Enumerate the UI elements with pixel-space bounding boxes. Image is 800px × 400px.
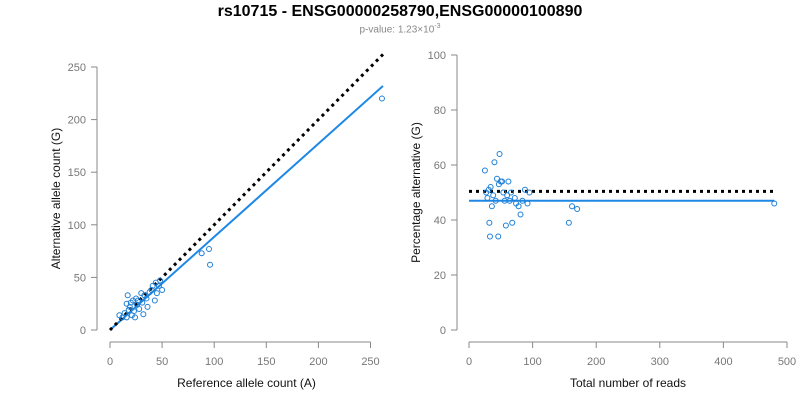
data-point — [524, 200, 531, 207]
data-point — [515, 203, 522, 210]
data-point — [159, 287, 166, 294]
x-tick-label: 250 — [361, 356, 379, 368]
x-tick-label: 150 — [257, 356, 275, 368]
p-value-exponent: -3 — [434, 23, 441, 30]
data-point — [511, 195, 518, 201]
data-point — [574, 206, 581, 212]
data-point — [771, 200, 778, 207]
x-tick-label: 500 — [778, 356, 796, 368]
y-axis-title: Alternative allele count (G) — [49, 128, 63, 269]
data-point — [481, 167, 488, 174]
data-point — [130, 308, 137, 315]
data-point — [490, 192, 497, 199]
data-point — [505, 178, 512, 185]
data-point — [149, 282, 156, 289]
right-panel-percentage: 0 100 200 300 400 500 0 20 40 60 80 100 Total number… — [409, 50, 796, 390]
y-axis-title: Percentage alternative (G) — [409, 122, 423, 263]
data-point — [565, 219, 572, 226]
data-point — [126, 303, 133, 310]
x-tick-label: 0 — [107, 356, 113, 368]
y-tick-label: 80 — [434, 105, 446, 117]
data-point — [487, 184, 494, 190]
data-point — [499, 178, 506, 185]
p-value-text: p-value: 1.23×10 — [359, 24, 435, 36]
x-tick-label: 200 — [309, 356, 327, 368]
data-point — [507, 189, 514, 196]
x-axis-title: Total number of reads — [570, 376, 686, 390]
data-point — [502, 222, 509, 229]
y-tick-label: 250 — [68, 62, 86, 74]
expected-ratio-line — [108, 53, 385, 332]
data-point — [509, 219, 516, 226]
data-point — [495, 233, 502, 240]
p-value-subtitle: p-value: 1.23×10-3 — [0, 23, 800, 35]
data-point — [488, 203, 495, 210]
data-point — [504, 192, 511, 199]
data-point — [124, 292, 131, 299]
y-tick-label: 40 — [434, 215, 446, 227]
y-tick-label: 150 — [68, 167, 86, 179]
y-tick-label: 50 — [74, 272, 86, 284]
data-point — [526, 189, 533, 196]
x-tick-label: 0 — [466, 356, 472, 368]
y-tick-label: 100 — [428, 50, 446, 62]
data-point — [140, 311, 147, 318]
data-point — [132, 314, 139, 321]
x-tick-label: 400 — [714, 356, 732, 368]
x-tick-label: 200 — [587, 356, 605, 368]
data-point — [157, 277, 164, 284]
data-point — [123, 300, 130, 307]
chart-title: rs10715 - ENSG00000258790,ENSG0000010089… — [217, 3, 583, 20]
y-tick-label: 20 — [434, 270, 446, 282]
x-tick-label: 50 — [156, 356, 168, 368]
data-point — [486, 233, 493, 240]
x-tick-label: 100 — [205, 356, 223, 368]
data-point — [198, 250, 205, 257]
y-tick-label: 200 — [68, 115, 86, 127]
y-tick-label: 100 — [68, 220, 86, 232]
data-point — [484, 195, 491, 201]
data-point — [506, 197, 513, 204]
x-tick-label: 300 — [651, 356, 669, 368]
data-point — [486, 219, 493, 226]
y-tick-label: 60 — [434, 160, 446, 172]
data-point — [136, 305, 143, 312]
y-tick-label: 0 — [80, 325, 86, 337]
data-point — [143, 295, 150, 302]
data-point — [207, 261, 214, 268]
data-point — [151, 297, 158, 304]
data-point — [517, 211, 524, 218]
data-point — [569, 203, 576, 210]
data-point — [493, 175, 500, 182]
fit-line — [109, 85, 384, 331]
data-point — [148, 287, 155, 294]
x-tick-label: 100 — [523, 356, 541, 368]
x-axis-title: Reference allele count (A) — [177, 376, 316, 390]
data-point — [144, 303, 151, 310]
data-point — [491, 159, 498, 166]
left-panel-allele-counts: 0 50 100 150 200 250 0 50 100 150 200 250 Reference … — [49, 53, 385, 390]
data-point — [521, 186, 528, 193]
y-tick-label: 0 — [440, 325, 446, 337]
data-point — [205, 245, 212, 252]
data-point — [153, 290, 160, 297]
data-point — [139, 299, 146, 306]
data-point — [492, 197, 499, 204]
data-point — [500, 189, 507, 196]
data-point — [519, 197, 526, 204]
data-point — [496, 151, 503, 157]
data-point — [378, 95, 385, 102]
data-point — [123, 314, 130, 321]
